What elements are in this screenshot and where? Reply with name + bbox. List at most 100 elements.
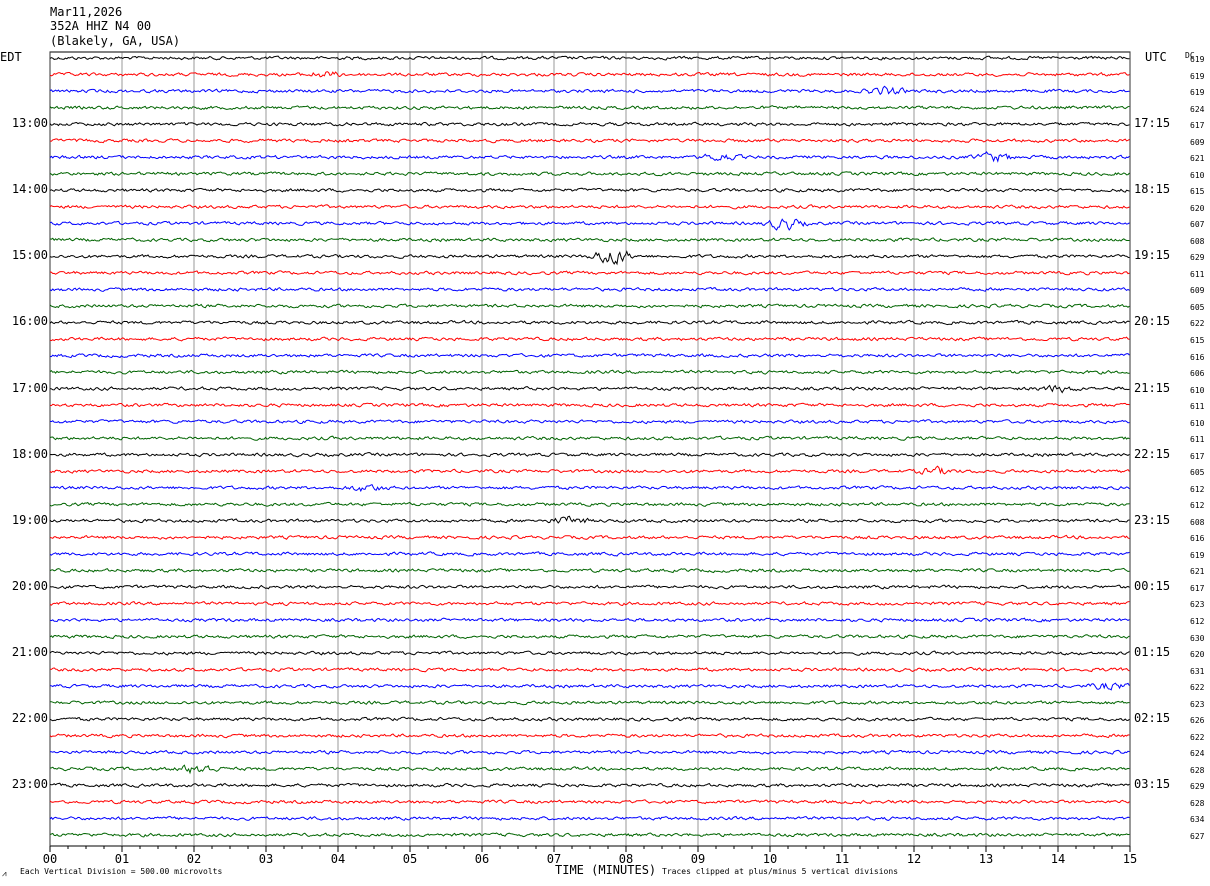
dc-offset-label: 608 <box>1190 517 1205 527</box>
dc-offset-label: 610 <box>1190 170 1205 180</box>
dc-offset-label: 615 <box>1190 336 1205 345</box>
trace-line-35 <box>49 633 1130 640</box>
dc-offset-label: 621 <box>1190 567 1205 577</box>
dc-offset-label: 627 <box>1190 831 1205 841</box>
right-time-label: 22:15 <box>1134 446 1171 461</box>
dc-offset-label: 634 <box>1190 815 1205 825</box>
dc-offset-label: 615 <box>1190 187 1205 197</box>
dc-offset-label: 620 <box>1190 650 1205 660</box>
right-time-label: 01:15 <box>1134 645 1171 660</box>
trace-line-6 <box>49 151 1130 163</box>
station-label: 352A HHZ N4 00 <box>50 19 152 33</box>
right-time-label: 02:15 <box>1134 711 1171 726</box>
trace-line-42 <box>49 749 1130 755</box>
trace-line-39 <box>50 700 1130 706</box>
left-time-label: 17:00 <box>11 380 48 395</box>
dc-offset-label: 628 <box>1190 765 1205 775</box>
trace-line-41 <box>49 733 1130 739</box>
trace-line-36 <box>49 650 1130 656</box>
x-tick-label: 12 <box>906 852 922 866</box>
trace-line-22 <box>49 419 1130 425</box>
trace-line-40 <box>49 716 1130 722</box>
trace-line-3 <box>49 105 1130 111</box>
x-tick-label: 06 <box>474 852 490 866</box>
x-tick-label: 09 <box>690 852 706 866</box>
trace-line-26 <box>49 483 1130 493</box>
x-tick-label: 13 <box>978 852 994 866</box>
trace-line-7 <box>49 171 1130 177</box>
dc-offset-label: 610 <box>1190 418 1205 428</box>
dc-offset-label: 612 <box>1190 484 1205 494</box>
dc-offset-label: 619 <box>1190 88 1205 98</box>
dc-offset-label: 609 <box>1190 286 1205 296</box>
trace-line-9 <box>49 204 1130 210</box>
trace-line-1 <box>49 71 1130 78</box>
trace-line-23 <box>49 435 1130 441</box>
dc-offset-label: 623 <box>1190 699 1205 709</box>
trace-line-46 <box>49 815 1130 821</box>
trace-line-21 <box>49 402 1130 408</box>
left-time-label: 21:00 <box>11 645 48 660</box>
dc-offset-label: 628 <box>1190 798 1205 808</box>
x-tick-label: 01 <box>114 852 130 866</box>
clip-note: Traces clipped at plus/minus 5 vertical … <box>662 867 899 876</box>
trace-line-12 <box>49 250 1130 266</box>
right-time-label: 19:15 <box>1134 248 1171 263</box>
trace-line-4 <box>49 121 1130 127</box>
right-time-label: 18:15 <box>1134 182 1171 197</box>
x-tick-label: 08 <box>618 852 634 866</box>
trace-line-45 <box>49 799 1130 805</box>
trace-line-16 <box>49 319 1130 326</box>
dc-offset-label: 616 <box>1190 352 1205 362</box>
dc-offset-label: 622 <box>1190 732 1205 742</box>
x-tick-label: 00 <box>42 852 58 866</box>
trace-line-18 <box>49 352 1130 359</box>
dc-offset-label: 617 <box>1190 451 1205 461</box>
dc-offset-label: 607 <box>1190 220 1205 230</box>
x-tick-label: 07 <box>546 852 562 866</box>
x-tick-label: 10 <box>762 852 778 866</box>
vertical-division-note: Each Vertical Division = 500.00 microvol… <box>20 867 223 876</box>
dc-offset-label: 610 <box>1190 385 1205 395</box>
trace-line-2 <box>49 85 1130 96</box>
dc-offset-label: 608 <box>1190 236 1205 246</box>
dc-offset-label: 617 <box>1190 583 1205 593</box>
dc-offset-label: 612 <box>1190 501 1205 511</box>
location-label: (Blakely, GA, USA) <box>50 34 181 48</box>
trace-line-29 <box>49 534 1130 540</box>
left-time-label: 22:00 <box>11 711 48 726</box>
trace-line-8 <box>49 187 1130 193</box>
dc-offset-label: 630 <box>1190 633 1205 643</box>
dc-offset-label: 619 <box>1190 71 1205 81</box>
x-tick-label: 03 <box>258 852 274 866</box>
dc-offset-label: 605 <box>1190 302 1205 312</box>
dc-offset-label: 623 <box>1190 600 1205 610</box>
right-time-label: 20:15 <box>1134 314 1171 329</box>
dc-offset-label: 609 <box>1190 137 1205 147</box>
dc-offset-label: 629 <box>1190 253 1205 263</box>
right-timezone-label: UTC <box>1145 50 1167 64</box>
right-time-label: 17:15 <box>1134 116 1171 131</box>
trace-line-31 <box>49 567 1130 574</box>
right-time-label: 23:15 <box>1134 512 1171 527</box>
trace-line-32 <box>49 584 1130 590</box>
right-time-label: 03:15 <box>1134 777 1171 792</box>
trace-line-28 <box>49 515 1130 524</box>
trace-line-38 <box>49 682 1130 691</box>
dc-offset-label: 606 <box>1190 369 1205 379</box>
date-label: Mar11,2026 <box>50 5 123 19</box>
dc-offset-label: 612 <box>1190 617 1205 627</box>
trace-line-10 <box>49 218 1130 231</box>
left-timezone-label: EDT <box>0 50 22 64</box>
trace-line-47 <box>49 832 1130 838</box>
trace-line-14 <box>49 286 1130 292</box>
x-axis-label: TIME (MINUTES) <box>555 863 657 877</box>
trace-line-43 <box>49 764 1130 775</box>
dc-offset-label: 624 <box>1190 104 1205 114</box>
dc-offset-label: 619 <box>1190 55 1205 64</box>
dc-offset-label: 616 <box>1190 534 1205 544</box>
right-time-label: 00:15 <box>1134 578 1171 593</box>
left-time-label: 16:00 <box>11 314 48 329</box>
trace-line-33 <box>49 601 1130 607</box>
corner-mark: ⩘ <box>2 869 7 878</box>
